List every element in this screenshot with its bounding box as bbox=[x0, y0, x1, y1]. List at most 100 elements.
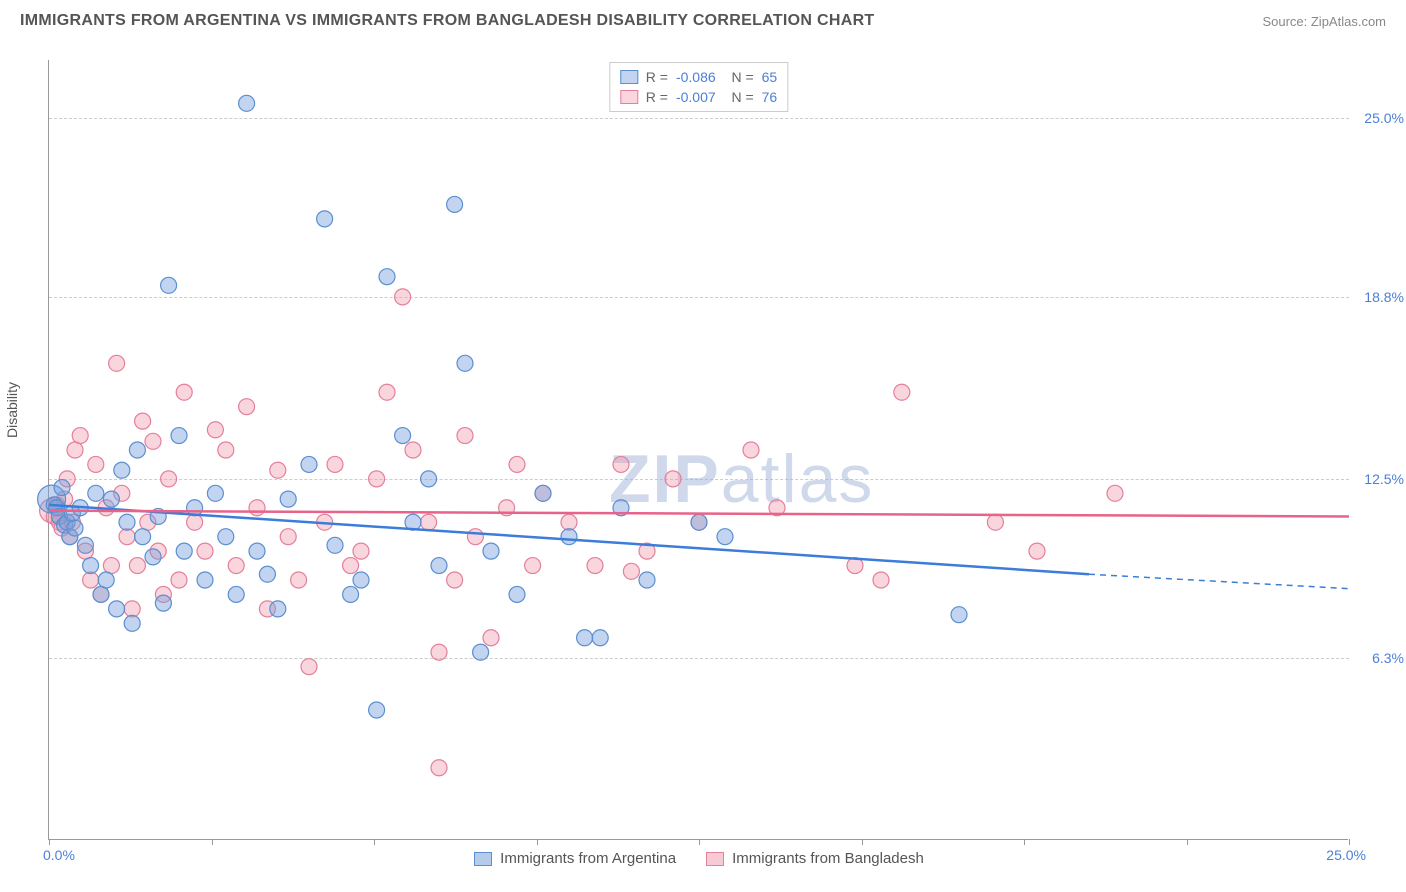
scatter-point bbox=[54, 480, 70, 496]
scatter-point bbox=[239, 399, 255, 415]
scatter-point bbox=[639, 572, 655, 588]
scatter-point bbox=[270, 462, 286, 478]
scatter-point bbox=[457, 428, 473, 444]
scatter-point bbox=[83, 572, 99, 588]
scatter-point bbox=[717, 529, 733, 545]
legend-row-series-1: R = -0.086 N = 65 bbox=[620, 67, 777, 87]
scatter-point bbox=[67, 520, 83, 536]
scatter-point bbox=[1107, 485, 1123, 501]
scatter-point bbox=[623, 563, 639, 579]
scatter-point bbox=[119, 529, 135, 545]
scatter-point bbox=[353, 543, 369, 559]
scatter-point bbox=[525, 558, 541, 574]
chart-container: 6.3%12.5%18.8%25.0% 0.0% 25.0% ZIPatlas … bbox=[48, 60, 1348, 840]
scatter-point bbox=[187, 514, 203, 530]
scatter-point bbox=[743, 442, 759, 458]
scatter-point bbox=[291, 572, 307, 588]
correlation-legend: R = -0.086 N = 65 R = -0.007 N = 76 bbox=[609, 62, 788, 112]
scatter-point bbox=[145, 549, 161, 565]
scatter-point bbox=[421, 514, 437, 530]
scatter-point bbox=[270, 601, 286, 617]
legend-swatch-2 bbox=[706, 852, 724, 866]
scatter-point bbox=[114, 462, 130, 478]
scatter-point bbox=[405, 442, 421, 458]
scatter-plot-svg bbox=[49, 60, 1349, 840]
scatter-point bbox=[301, 456, 317, 472]
scatter-point bbox=[171, 428, 187, 444]
scatter-point bbox=[431, 760, 447, 776]
scatter-point bbox=[88, 456, 104, 472]
y-axis-label: Disability bbox=[4, 382, 20, 438]
scatter-point bbox=[483, 630, 499, 646]
scatter-point bbox=[379, 269, 395, 285]
scatter-point bbox=[343, 558, 359, 574]
scatter-point bbox=[343, 586, 359, 602]
scatter-point bbox=[665, 471, 681, 487]
scatter-point bbox=[218, 529, 234, 545]
scatter-point bbox=[176, 384, 192, 400]
scatter-point bbox=[280, 491, 296, 507]
legend-label-1: Immigrants from Argentina bbox=[500, 850, 676, 867]
x-tick bbox=[1349, 839, 1350, 845]
scatter-point bbox=[473, 644, 489, 660]
trend-line-dashed bbox=[1089, 574, 1349, 588]
scatter-point bbox=[135, 413, 151, 429]
scatter-point bbox=[98, 572, 114, 588]
scatter-point bbox=[613, 456, 629, 472]
scatter-point bbox=[327, 456, 343, 472]
scatter-point bbox=[535, 485, 551, 501]
scatter-point bbox=[109, 601, 125, 617]
scatter-point bbox=[161, 277, 177, 293]
scatter-point bbox=[135, 529, 151, 545]
scatter-point bbox=[228, 558, 244, 574]
scatter-point bbox=[218, 442, 234, 458]
scatter-point bbox=[894, 384, 910, 400]
scatter-point bbox=[129, 558, 145, 574]
scatter-point bbox=[353, 572, 369, 588]
swatch-series-2 bbox=[620, 90, 638, 104]
scatter-point bbox=[483, 543, 499, 559]
legend-item-2: Immigrants from Bangladesh bbox=[706, 850, 924, 867]
scatter-point bbox=[124, 615, 140, 631]
legend-row-series-2: R = -0.007 N = 76 bbox=[620, 87, 777, 107]
legend-swatch-1 bbox=[474, 852, 492, 866]
scatter-point bbox=[88, 485, 104, 501]
scatter-point bbox=[369, 471, 385, 487]
scatter-point bbox=[109, 355, 125, 371]
scatter-point bbox=[327, 537, 343, 553]
scatter-point bbox=[447, 572, 463, 588]
scatter-point bbox=[155, 595, 171, 611]
scatter-point bbox=[259, 566, 275, 582]
scatter-point bbox=[317, 211, 333, 227]
plot-area: 6.3%12.5%18.8%25.0% 0.0% 25.0% ZIPatlas … bbox=[48, 60, 1348, 840]
scatter-point bbox=[395, 289, 411, 305]
scatter-point bbox=[587, 558, 603, 574]
y-tick-label: 12.5% bbox=[1364, 471, 1404, 487]
scatter-point bbox=[431, 644, 447, 660]
scatter-point bbox=[369, 702, 385, 718]
y-tick-label: 18.8% bbox=[1364, 289, 1404, 305]
legend-item-1: Immigrants from Argentina bbox=[474, 850, 676, 867]
scatter-point bbox=[431, 558, 447, 574]
source-label: Source: ZipAtlas.com bbox=[1262, 14, 1386, 29]
scatter-point bbox=[197, 543, 213, 559]
scatter-point bbox=[1029, 543, 1045, 559]
scatter-point bbox=[987, 514, 1003, 530]
scatter-point bbox=[67, 442, 83, 458]
scatter-point bbox=[457, 355, 473, 371]
scatter-point bbox=[197, 572, 213, 588]
scatter-point bbox=[72, 428, 88, 444]
scatter-point bbox=[124, 601, 140, 617]
y-tick-label: 6.3% bbox=[1372, 650, 1404, 666]
scatter-point bbox=[301, 659, 317, 675]
scatter-point bbox=[561, 514, 577, 530]
scatter-point bbox=[77, 537, 93, 553]
series-legend: Immigrants from Argentina Immigrants fro… bbox=[49, 850, 1349, 867]
scatter-point bbox=[280, 529, 296, 545]
scatter-point bbox=[951, 607, 967, 623]
scatter-point bbox=[161, 471, 177, 487]
scatter-point bbox=[509, 456, 525, 472]
scatter-point bbox=[691, 514, 707, 530]
chart-title: IMMIGRANTS FROM ARGENTINA VS IMMIGRANTS … bbox=[20, 12, 875, 30]
scatter-point bbox=[239, 95, 255, 111]
